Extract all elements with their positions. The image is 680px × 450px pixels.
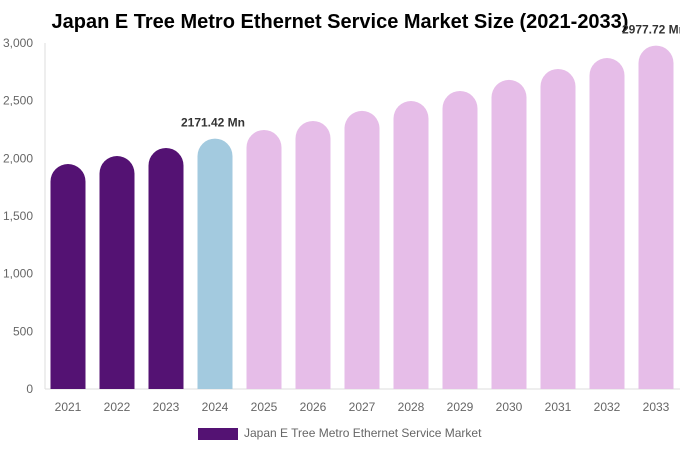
bar-2022[interactable] — [99, 156, 135, 389]
bar-2029[interactable] — [442, 90, 478, 389]
x-tick-label: 2022 — [104, 400, 131, 414]
bar-2033[interactable] — [638, 45, 674, 389]
data-label-2033: 2977.72 Mn — [622, 23, 680, 37]
x-tick-label: 2023 — [153, 400, 180, 414]
bar-2026[interactable] — [295, 120, 331, 389]
legend-label[interactable]: Japan E Tree Metro Ethernet Service Mark… — [244, 426, 482, 440]
bar-2024[interactable] — [197, 138, 233, 389]
y-tick-label: 1,500 — [3, 209, 33, 223]
x-tick-label: 2029 — [447, 400, 474, 414]
y-tick-label: 3,000 — [3, 36, 33, 50]
legend-swatch[interactable] — [198, 428, 238, 440]
x-tick-label: 2027 — [349, 400, 376, 414]
bar-2028[interactable] — [393, 101, 429, 389]
bar-2032[interactable] — [589, 57, 625, 389]
y-tick-label: 2,500 — [3, 94, 33, 108]
bar-2021[interactable] — [50, 163, 86, 389]
y-tick-label: 0 — [26, 382, 33, 396]
data-label-2024: 2171.42 Mn — [181, 116, 245, 130]
x-tick-label: 2024 — [202, 400, 229, 414]
bar-2023[interactable] — [148, 147, 184, 389]
x-tick-label: 2025 — [251, 400, 278, 414]
x-tick-label: 2021 — [55, 400, 82, 414]
bar-2030[interactable] — [491, 79, 527, 389]
x-tick-label: 2031 — [545, 400, 572, 414]
x-tick-label: 2033 — [643, 400, 670, 414]
bar-2027[interactable] — [344, 110, 380, 389]
x-tick-label: 2032 — [594, 400, 621, 414]
x-tick-label: 2028 — [398, 400, 425, 414]
x-tick-label: 2030 — [496, 400, 523, 414]
y-tick-label: 500 — [13, 324, 33, 338]
bar-2025[interactable] — [246, 129, 282, 389]
chart-title: Japan E Tree Metro Ethernet Service Mark… — [52, 11, 629, 33]
y-tick-label: 1,000 — [3, 267, 33, 281]
x-tick-label: 2026 — [300, 400, 327, 414]
bar-2031[interactable] — [540, 68, 576, 389]
y-tick-label: 2,000 — [3, 151, 33, 165]
